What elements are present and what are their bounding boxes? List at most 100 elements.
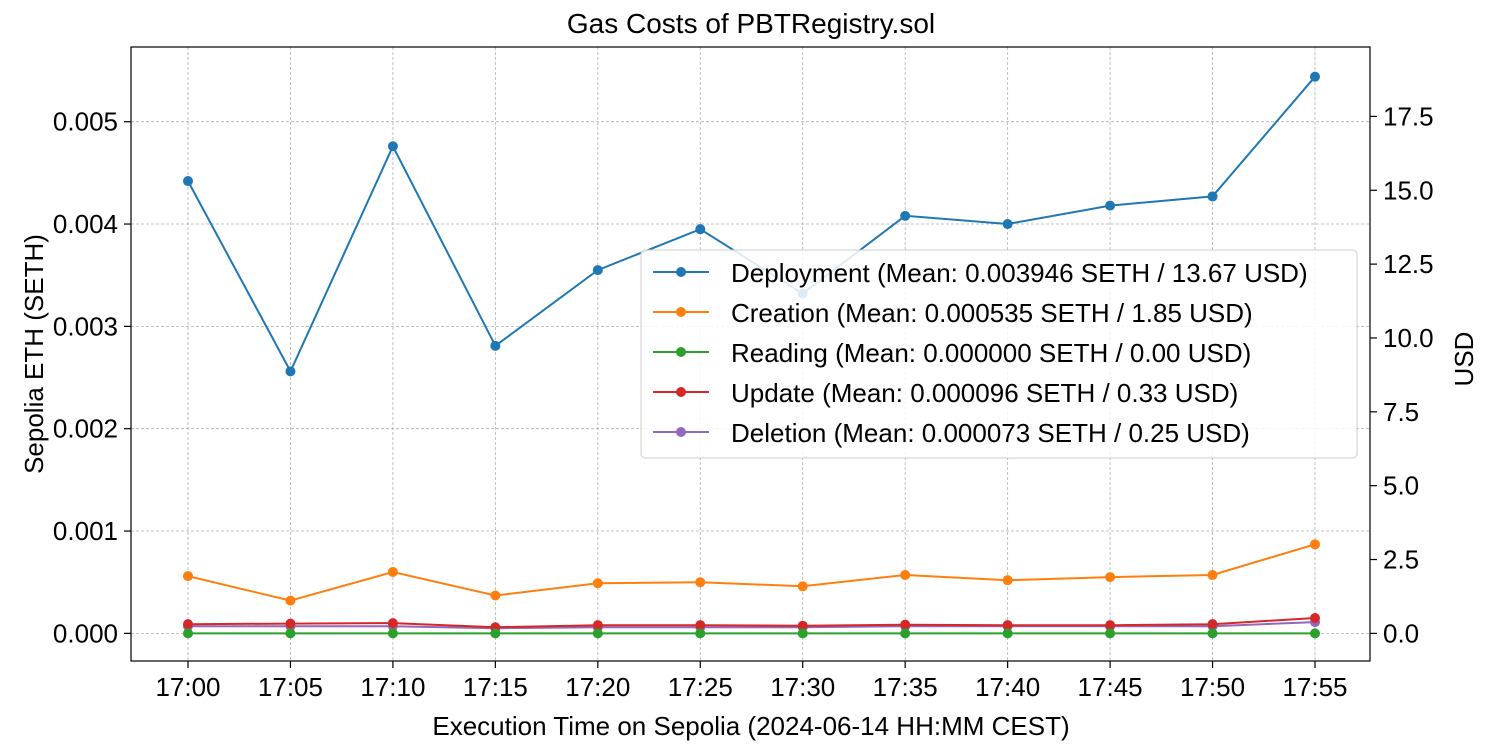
data-point xyxy=(1105,628,1116,639)
legend-label: Deployment (Mean: 0.003946 SETH / 13.67 … xyxy=(731,258,1308,288)
data-point xyxy=(1002,628,1013,639)
series-line xyxy=(187,543,1316,602)
legend-swatch-marker xyxy=(676,267,686,277)
data-point xyxy=(1207,628,1218,639)
legend-swatch-marker xyxy=(676,347,686,357)
data-point xyxy=(1207,191,1218,202)
x-axis-ticks: 17:00 17:05 17:10 17:15 17:20 17:25 17:30 17:35… xyxy=(155,661,1348,702)
data-point xyxy=(1002,219,1013,230)
data-point xyxy=(1207,570,1218,581)
data-point xyxy=(797,628,808,639)
data-point xyxy=(592,628,603,639)
legend: Deployment (Mean: 0.003946 SETH / 13.67 … xyxy=(640,249,1358,459)
x-tick-label: 17:35 xyxy=(873,672,938,702)
data-point xyxy=(695,620,706,631)
data-point xyxy=(1105,572,1116,583)
legend-label: Creation (Mean: 0.000535 SETH / 1.85 USD… xyxy=(731,298,1253,328)
data-point xyxy=(387,566,398,577)
data-point xyxy=(1002,575,1013,586)
data-point xyxy=(183,628,193,639)
series-group xyxy=(183,539,1320,606)
data-point xyxy=(490,628,501,639)
y2-tick-label: 15.0 xyxy=(1383,175,1434,205)
y-tick-label: 0.000 xyxy=(53,618,118,648)
x-tick-label: 17:10 xyxy=(360,672,425,702)
data-point xyxy=(1310,613,1320,624)
legend-swatch-marker xyxy=(676,307,686,317)
y2-tick-label: 2.5 xyxy=(1383,545,1419,575)
x-tick-label: 17:45 xyxy=(1078,672,1143,702)
x-tick-label: 17:00 xyxy=(155,672,220,702)
data-point xyxy=(1310,539,1320,550)
data-point xyxy=(797,581,808,592)
legend-label: Reading (Mean: 0.000000 SETH / 0.00 USD) xyxy=(731,338,1251,368)
y2-tick-label: 10.0 xyxy=(1383,323,1434,353)
series-group xyxy=(183,628,1320,639)
series-line xyxy=(187,617,1316,629)
data-point xyxy=(1310,628,1320,639)
data-point xyxy=(183,619,193,630)
y2-tick-label: 0.0 xyxy=(1383,618,1419,648)
data-point xyxy=(285,595,296,606)
x-tick-label: 17:20 xyxy=(565,672,630,702)
y-tick-label: 0.004 xyxy=(53,209,118,239)
series-line xyxy=(188,621,1316,630)
series-group xyxy=(183,613,1320,633)
x-tick-label: 17:15 xyxy=(463,672,528,702)
x-tick-label: 17:50 xyxy=(1180,672,1245,702)
data-point xyxy=(695,628,706,639)
legend-box xyxy=(640,249,1358,459)
data-point xyxy=(1207,619,1218,630)
y-axis-ticks: 0.000 0.001 0.002 0.003 0.004 0.005 xyxy=(53,107,131,648)
data-point xyxy=(490,340,501,351)
y2-tick-label: 7.5 xyxy=(1383,397,1419,427)
y2-axis-ticks: 0.0 2.5 5.0 7.5 10.0 12.5 15.0 17.5 xyxy=(1370,101,1434,648)
legend-item: Deletion (Mean: 0.000073 SETH / 0.25 USD… xyxy=(653,418,1250,448)
data-point xyxy=(900,628,911,639)
legend-item: Update (Mean: 0.000096 SETH / 0.33 USD) xyxy=(653,378,1238,408)
data-point xyxy=(695,577,706,588)
data-point xyxy=(900,619,911,630)
data-point xyxy=(387,618,398,629)
legend-item: Reading (Mean: 0.000000 SETH / 0.00 USD) xyxy=(653,338,1251,368)
y2-tick-label: 12.5 xyxy=(1383,249,1434,279)
plot-frame xyxy=(130,46,1371,662)
chart-title: Gas Costs of PBTRegistry.sol xyxy=(567,8,935,39)
data-point xyxy=(1105,620,1116,631)
y2-tick-label: 17.5 xyxy=(1383,101,1434,131)
data-point xyxy=(900,570,911,581)
y-tick-label: 0.003 xyxy=(53,311,118,341)
data-point xyxy=(285,618,296,629)
legend-swatch-marker xyxy=(676,387,686,397)
x-tick-label: 17:05 xyxy=(258,672,323,702)
data-point xyxy=(387,628,398,639)
legend-item: Deployment (Mean: 0.003946 SETH / 13.67 … xyxy=(653,258,1308,288)
data-point xyxy=(695,224,706,235)
data-point xyxy=(285,628,296,639)
data-point xyxy=(285,366,296,377)
data-point xyxy=(797,620,808,631)
y2-tick-label: 5.0 xyxy=(1383,471,1419,501)
y-tick-label: 0.001 xyxy=(53,516,118,546)
data-point xyxy=(900,210,911,221)
data-point xyxy=(183,571,193,582)
y2-axis-label: USD xyxy=(1449,332,1479,387)
x-axis-label: Execution Time on Sepolia (2024-06-14 HH… xyxy=(432,711,1069,741)
data-point xyxy=(1310,71,1320,82)
y-tick-label: 0.005 xyxy=(53,107,118,137)
legend-label: Deletion (Mean: 0.000073 SETH / 0.25 USD… xyxy=(731,418,1250,448)
data-point xyxy=(1002,620,1013,631)
y-tick-label: 0.002 xyxy=(53,414,118,444)
x-tick-label: 17:30 xyxy=(770,672,835,702)
data-point xyxy=(1105,200,1116,211)
legend-item: Creation (Mean: 0.000535 SETH / 1.85 USD… xyxy=(653,298,1253,328)
legend-swatch-marker xyxy=(676,427,686,437)
data-point xyxy=(592,265,603,276)
legend-label: Update (Mean: 0.000096 SETH / 0.33 USD) xyxy=(731,378,1238,408)
y-axis-label: Sepolia ETH (SETH) xyxy=(19,234,49,474)
x-tick-label: 17:40 xyxy=(975,672,1040,702)
x-tick-label: 17:25 xyxy=(668,672,733,702)
data-point xyxy=(490,590,501,601)
data-point xyxy=(592,620,603,631)
